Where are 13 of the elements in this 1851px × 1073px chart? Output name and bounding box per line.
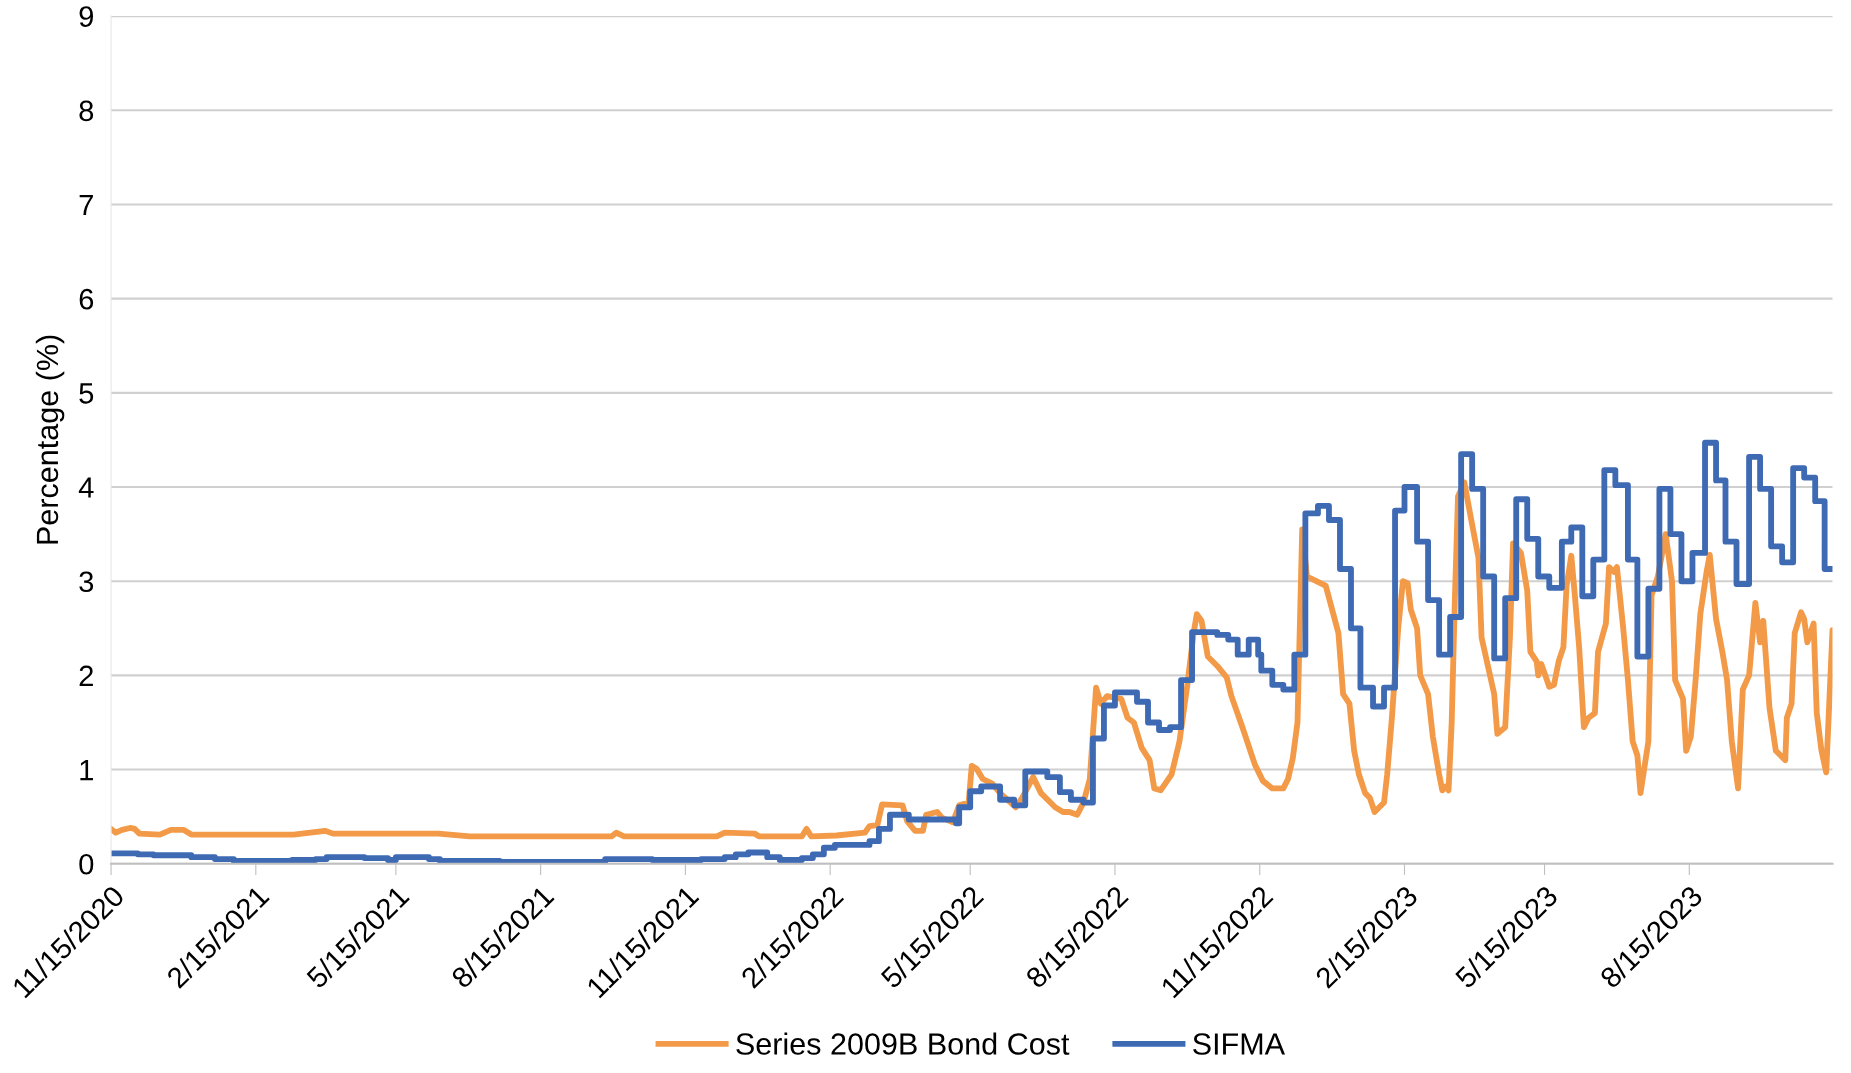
y-tick-label: 9 <box>79 6 94 27</box>
y-tick-label: 4 <box>78 477 94 498</box>
y-tick-label: 7 <box>79 194 93 216</box>
y-tick-label: 1 <box>80 760 93 781</box>
y-tick-label: 0 <box>79 853 94 875</box>
y-tick-label: 5 <box>79 383 94 404</box>
y-axis-title: Percentage (%) <box>35 335 65 544</box>
y-tick-label: 6 <box>79 288 94 310</box>
legend-label: SIFMA <box>1193 1033 1286 1055</box>
y-tick-label: 8 <box>79 100 94 122</box>
y-tick-label: 3 <box>79 571 94 593</box>
legend-label: Series 2009B Bond Cost <box>736 1032 1070 1055</box>
y-tick-label: 2 <box>79 665 93 686</box>
